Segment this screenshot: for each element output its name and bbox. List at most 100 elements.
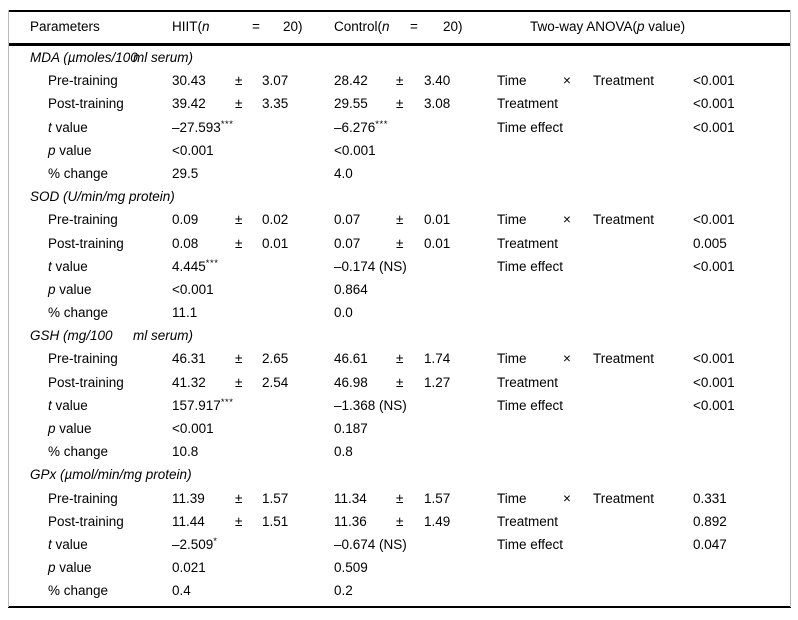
anova-factor: Time [497,490,527,506]
hiit-sample-size: 20) [283,19,303,34]
hiit-equals-sign: = [252,19,260,34]
table-right-border [790,10,791,607]
anova-p-value: 0.331 [693,490,727,506]
hiit-plus-minus-sign: ± [235,73,243,89]
table-row: Post-training 39.42 ± 3.35 29.55 ± 3.08 … [0,92,798,115]
control-sd: 3.40 [424,73,451,89]
control-value: 0.2 [334,583,353,599]
control-value: 0.8 [334,444,353,460]
hiit-plus-minus-sign: ± [235,235,243,251]
table-row: t value 4.445*** –0.174 (NS) Time effect… [0,255,798,278]
hiit-sd: 0.02 [262,212,289,228]
control-column-header: Control(n [334,19,390,34]
hiit-value: <0.001 [172,142,214,158]
hiit-plus-minus-sign: ± [235,351,243,367]
row-label: p value [48,560,92,576]
anova-factor: Treatment [497,513,559,529]
hiit-sd: 1.57 [262,490,289,506]
hiit-column-header: HIIT(n [172,19,210,34]
table-body: MDA (µmoles/100 ml serum) Pre-training 3… [0,46,798,603]
table-left-border [8,10,9,607]
row-label: p value [48,281,92,297]
table-section: GSH (mg/100 ml serum) Pre-training 46.31… [0,324,798,463]
table-header-row: Parameters HIIT(n = 20) Control(n = 20) … [0,11,798,43]
anova-factor: Treatment [497,374,559,390]
table-row: Pre-training 11.39 ± 1.57 11.34 ± 1.57 T… [0,487,798,510]
control-sd: 1.27 [424,374,451,390]
significance-stars: *** [375,119,388,131]
hiit-value: 41.32 [172,374,206,390]
anova-factor: Time effect [497,397,564,413]
row-label: Pre-training [48,351,118,367]
table-row: t value –2.509* –0.674 (NS) Time effect … [0,533,798,556]
anova-p-value: <0.001 [693,351,735,367]
anova-factor: Treatment [497,96,559,112]
hiit-value: <0.001 [172,421,214,436]
multiplication-sign: × [563,73,571,89]
control-plus-minus-sign: ± [396,490,404,506]
row-label: Pre-training [48,212,118,228]
control-value: 4.0 [334,165,353,181]
table-section: SOD (U/min/mg protein) Pre-training 0.09… [0,185,798,324]
anova-p-value: <0.001 [693,119,735,135]
row-label: % change [48,583,109,599]
table-row: Pre-training 30.43 ± 3.07 28.42 ± 3.40 T… [0,69,798,92]
anova-column-header: Two-way ANOVA(p value) [530,19,686,34]
control-value: 28.42 [334,73,368,89]
anova-p-value: 0.047 [693,536,727,552]
control-plus-minus-sign: ± [396,212,404,228]
anova-p-value: <0.001 [693,212,735,228]
control-sd: 1.74 [424,351,451,367]
anova-p-value: <0.001 [693,258,735,274]
hiit-plus-minus-sign: ± [235,374,243,390]
section-title-unit: ml serum) [133,50,193,65]
control-value: –0.674 (NS) [334,536,407,552]
hiit-value: 0.08 [172,235,199,251]
table-row: t value 157.917*** –1.368 (NS) Time effe… [0,394,798,417]
row-label: t value [48,258,88,274]
table-row: p value <0.001 <0.001 [0,139,798,162]
multiplication-sign: × [563,490,571,506]
section-title-row: GPx (µmol/min/mg protein) [0,463,798,486]
parameters-column-header: Parameters [30,19,100,34]
section-title-row: SOD (U/min/mg protein) [0,185,798,208]
hiit-sd: 2.54 [262,374,289,390]
header-separator-rule [8,43,791,46]
section-title: SOD (U/min/mg protein) [30,189,175,205]
hiit-plus-minus-sign: ± [235,490,243,506]
hiit-value: 29.5 [172,165,199,181]
row-label: Pre-training [48,490,118,506]
table-row: % change 0.4 0.2 [0,579,798,602]
section-title-row: MDA (µmoles/100 ml serum) [0,46,798,69]
control-value: 0.07 [334,235,361,251]
table-row: Post-training 41.32 ± 2.54 46.98 ± 1.27 … [0,371,798,394]
row-label: Post-training [48,513,124,529]
anova-p-value: 0.892 [693,513,727,529]
row-label: p value [48,421,92,436]
table-section: MDA (µmoles/100 ml serum) Pre-training 3… [0,46,798,185]
control-value: 0.0 [334,305,353,321]
control-plus-minus-sign: ± [396,96,404,112]
hiit-value: 30.43 [172,73,206,89]
row-label: t value [48,397,88,413]
hiit-sd: 3.07 [262,73,289,89]
control-sd: 0.01 [424,235,451,251]
hiit-value: 0.021 [172,560,206,576]
hiit-value: 39.42 [172,96,206,112]
section-title: GPx (µmol/min/mg protein) [30,467,192,483]
hiit-value: 4.445*** [172,258,219,274]
hiit-sd: 0.01 [262,235,289,251]
control-value: 0.509 [334,560,368,576]
row-label: p value [48,142,92,158]
anova-factor: Time effect [497,119,564,135]
control-sd: 1.49 [424,513,451,529]
control-value: 0.187 [334,421,368,436]
table-row: Post-training 0.08 ± 0.01 0.07 ± 0.01 Tr… [0,232,798,255]
control-plus-minus-sign: ± [396,235,404,251]
control-plus-minus-sign: ± [396,73,404,89]
anova-factor: Time [497,212,527,228]
table-row: p value <0.001 0.864 [0,278,798,301]
table-row: p value 0.021 0.509 [0,556,798,579]
control-value: –0.174 (NS) [334,258,407,274]
